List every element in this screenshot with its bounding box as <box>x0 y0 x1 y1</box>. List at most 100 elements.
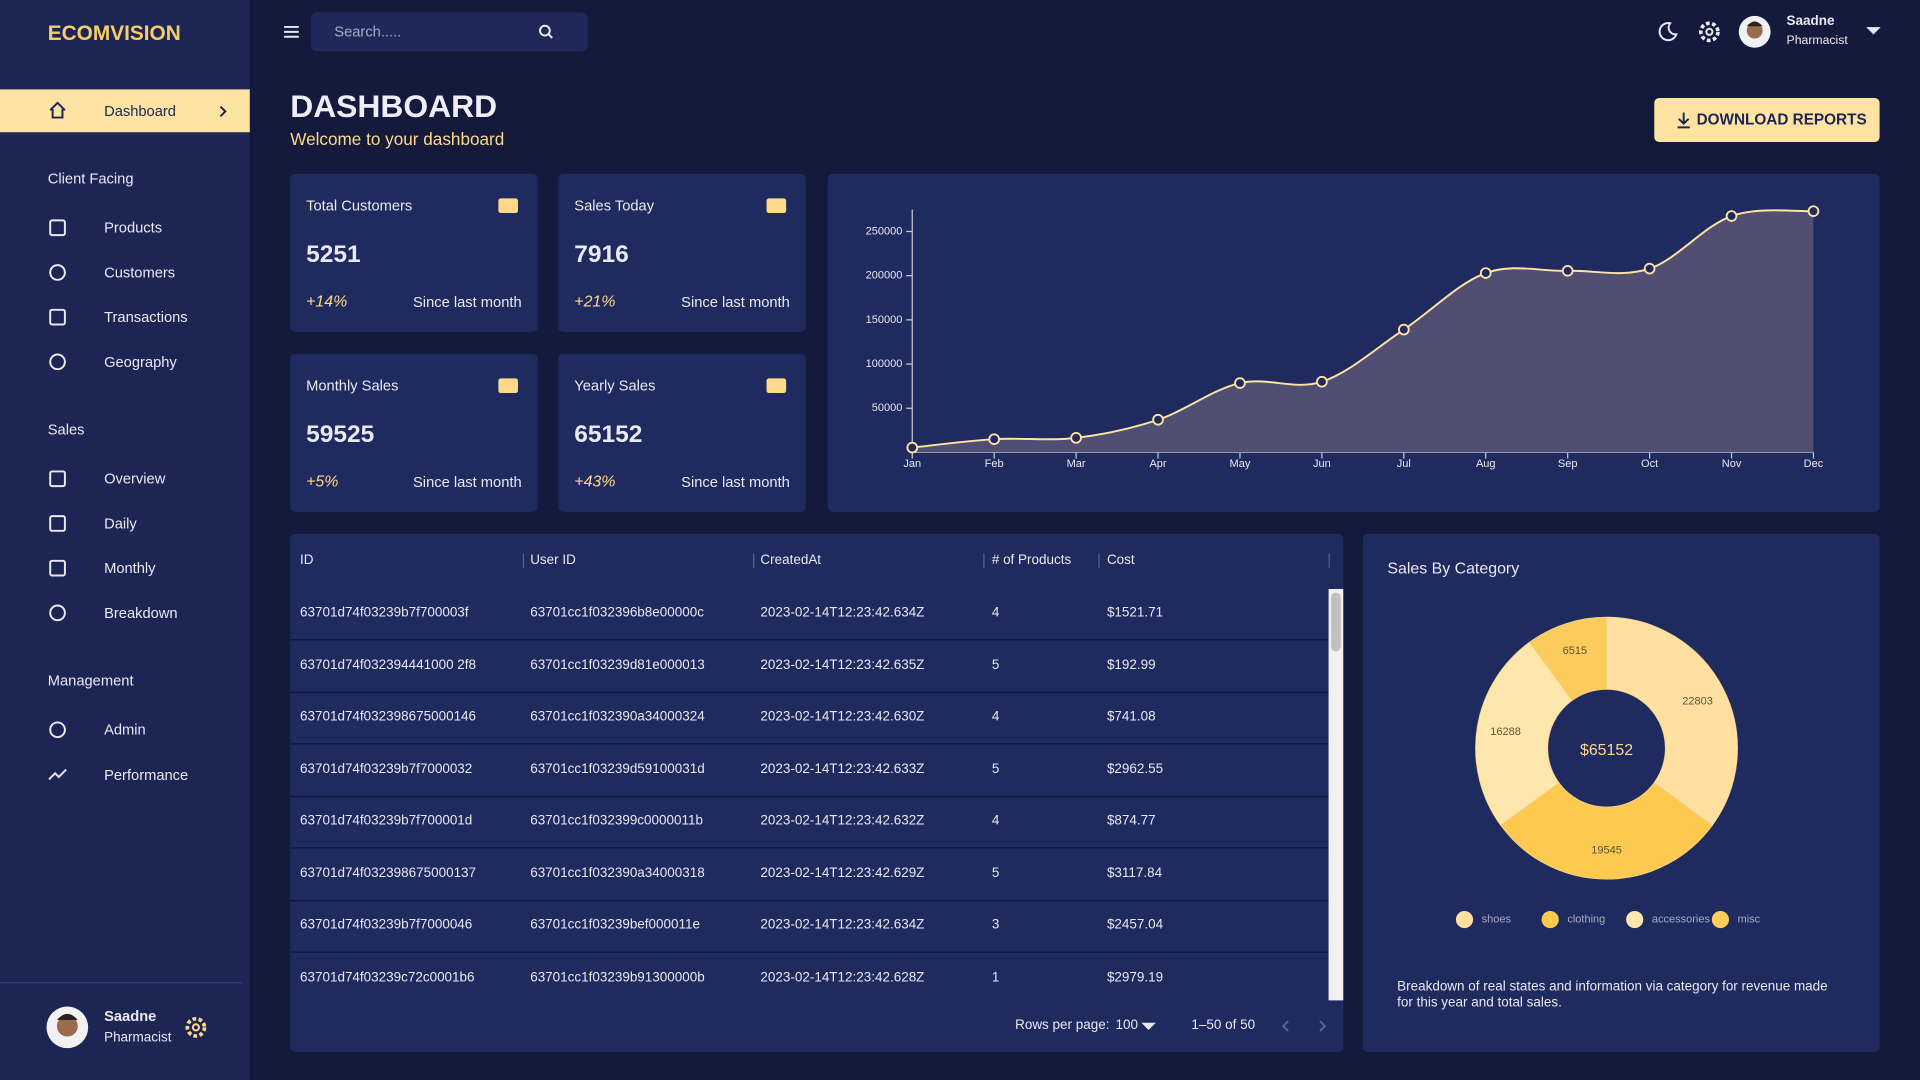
table-cell: 63701cc1f03239bef000011e <box>530 917 700 933</box>
pagination-range: 1–50 of 50 <box>1191 1018 1256 1033</box>
nav-item-label[interactable]: Dashboard <box>104 102 176 120</box>
icon-shape <box>1658 22 1678 42</box>
column-separator <box>983 553 985 569</box>
nav-item-label[interactable]: Breakdown <box>104 604 178 622</box>
table-cell: 63701d74f032398675000146 <box>300 709 477 725</box>
user-name: Saadne <box>104 1007 157 1025</box>
table-cell: 4 <box>991 605 1000 621</box>
scrollbar-thumb[interactable] <box>1331 592 1341 652</box>
table-cell: 4 <box>991 709 1000 725</box>
download-button[interactable] <box>1654 97 1880 143</box>
row-separator <box>290 795 1329 797</box>
table-cell: 63701cc1f03239d59100031d <box>530 761 705 777</box>
row-separator <box>290 691 1329 693</box>
table-cell: 2023-02-14T12:23:42.635Z <box>760 657 925 673</box>
nav-item-label[interactable]: Daily <box>104 514 137 532</box>
settings-button <box>1698 21 1720 43</box>
stat-value: 5251 <box>306 241 361 269</box>
user-menu-caret <box>1866 27 1881 35</box>
search-placeholder[interactable]: Search..... <box>334 23 402 41</box>
stat-value: 65152 <box>574 421 643 449</box>
table-cell: 2023-02-14T12:23:42.633Z <box>760 761 925 777</box>
sidebar-divider <box>0 982 243 984</box>
table-cell: 4 <box>991 813 1000 829</box>
user-role: Pharmacist <box>104 1030 172 1045</box>
column-separator <box>1328 553 1330 569</box>
table-cell: 63701d74f03239c72c0001b6 <box>300 969 475 985</box>
page-subtitle: Welcome to your dashboard <box>290 129 505 149</box>
table-cell: $2979.19 <box>1106 969 1164 985</box>
table-cell: 2023-02-14T12:23:42.630Z <box>760 709 925 725</box>
download-button-label[interactable]: DOWNLOAD REPORTS <box>1696 110 1867 128</box>
theme-toggle <box>1658 22 1678 42</box>
nav-item-label[interactable]: Performance <box>104 765 189 783</box>
nav-item-label[interactable]: Geography <box>104 353 177 371</box>
nav-item-label[interactable]: Transactions <box>104 308 188 326</box>
stat-note: Since last month <box>412 293 522 311</box>
table-cell: $192.99 <box>1106 657 1156 673</box>
avatar <box>1738 15 1771 48</box>
column-header[interactable]: CreatedAt <box>760 552 822 568</box>
user-role: Pharmacist <box>1786 34 1848 48</box>
stat-card <box>290 173 538 332</box>
table-cell: 63701d74f03239b7f7000046 <box>300 917 473 933</box>
row-separator <box>290 847 1329 849</box>
icon-shape <box>1698 21 1720 43</box>
table-cell: 63701cc1f03239b91300000b <box>530 969 705 985</box>
nav-item-label[interactable]: Products <box>104 218 163 237</box>
table-cell: 1 <box>991 969 1000 985</box>
stat-card <box>290 353 538 512</box>
column-header[interactable]: # of Products <box>991 552 1072 568</box>
nav-section-title: Management <box>47 672 134 690</box>
data-table <box>290 533 1344 1052</box>
column-separator <box>753 553 755 569</box>
table-cell: 63701cc1f03239d81e000013 <box>530 657 705 673</box>
stat-label: Total Customers <box>306 196 413 215</box>
menu-button <box>284 25 299 38</box>
stat-label: Monthly Sales <box>306 376 399 395</box>
table-cell: 3 <box>991 917 1000 933</box>
column-separator <box>1098 553 1100 569</box>
column-header[interactable]: ID <box>300 552 314 568</box>
icon-shape <box>284 25 299 38</box>
table-cell: 5 <box>991 761 1000 777</box>
table-cell: $874.77 <box>1106 813 1156 829</box>
avatar-face <box>1746 22 1763 39</box>
row-separator <box>290 951 1329 953</box>
nav-item-label[interactable]: Overview <box>104 469 166 488</box>
table-cell: 63701d74f032398675000137 <box>300 865 477 881</box>
table-cell: 63701cc1f032399c0000011b <box>530 813 703 829</box>
table-cell: 5 <box>991 657 1000 673</box>
line-chart-card <box>827 173 1880 512</box>
user-name: Saadne <box>1786 13 1835 29</box>
stat-change: +21% <box>574 291 616 311</box>
column-header[interactable]: Cost <box>1106 552 1135 568</box>
table-cell: 63701cc1f032390a34000324 <box>530 709 705 725</box>
table-cell: 2023-02-14T12:23:42.632Z <box>760 813 925 829</box>
nav-item-label[interactable]: Monthly <box>104 559 156 577</box>
row-separator <box>290 899 1329 901</box>
nav-item-label[interactable]: Admin <box>104 720 146 739</box>
column-header[interactable]: User ID <box>530 552 576 568</box>
stat-card <box>558 353 806 512</box>
stat-note: Since last month <box>681 473 790 491</box>
rows-per-page-select[interactable]: 100 <box>1115 1018 1138 1033</box>
table-cell: 2023-02-14T12:23:42.629Z <box>760 865 925 881</box>
table-cell: $2457.04 <box>1106 917 1164 933</box>
nav-item-active[interactable] <box>0 89 250 133</box>
table-cell: 63701d74f03239b7f7000032 <box>300 761 473 777</box>
table-cell: $1521.71 <box>1106 605 1164 621</box>
stat-value: 7916 <box>574 241 629 269</box>
stat-value: 59525 <box>306 421 375 449</box>
table-cell: 2023-02-14T12:23:42.634Z <box>760 917 925 933</box>
table-cell: 63701d74f03239b7f700003f <box>300 605 469 621</box>
table-cell: 63701d74f03239b7f700001d <box>300 813 473 829</box>
table-cell: 63701cc1f032396b8e00000c <box>530 605 704 621</box>
row-separator <box>290 743 1329 745</box>
brand: ECOMVISION <box>47 21 181 46</box>
table-cell: $741.08 <box>1106 709 1156 725</box>
row-separator <box>290 639 1329 641</box>
stat-change: +43% <box>574 471 616 491</box>
nav-item-label[interactable]: Customers <box>104 263 176 281</box>
